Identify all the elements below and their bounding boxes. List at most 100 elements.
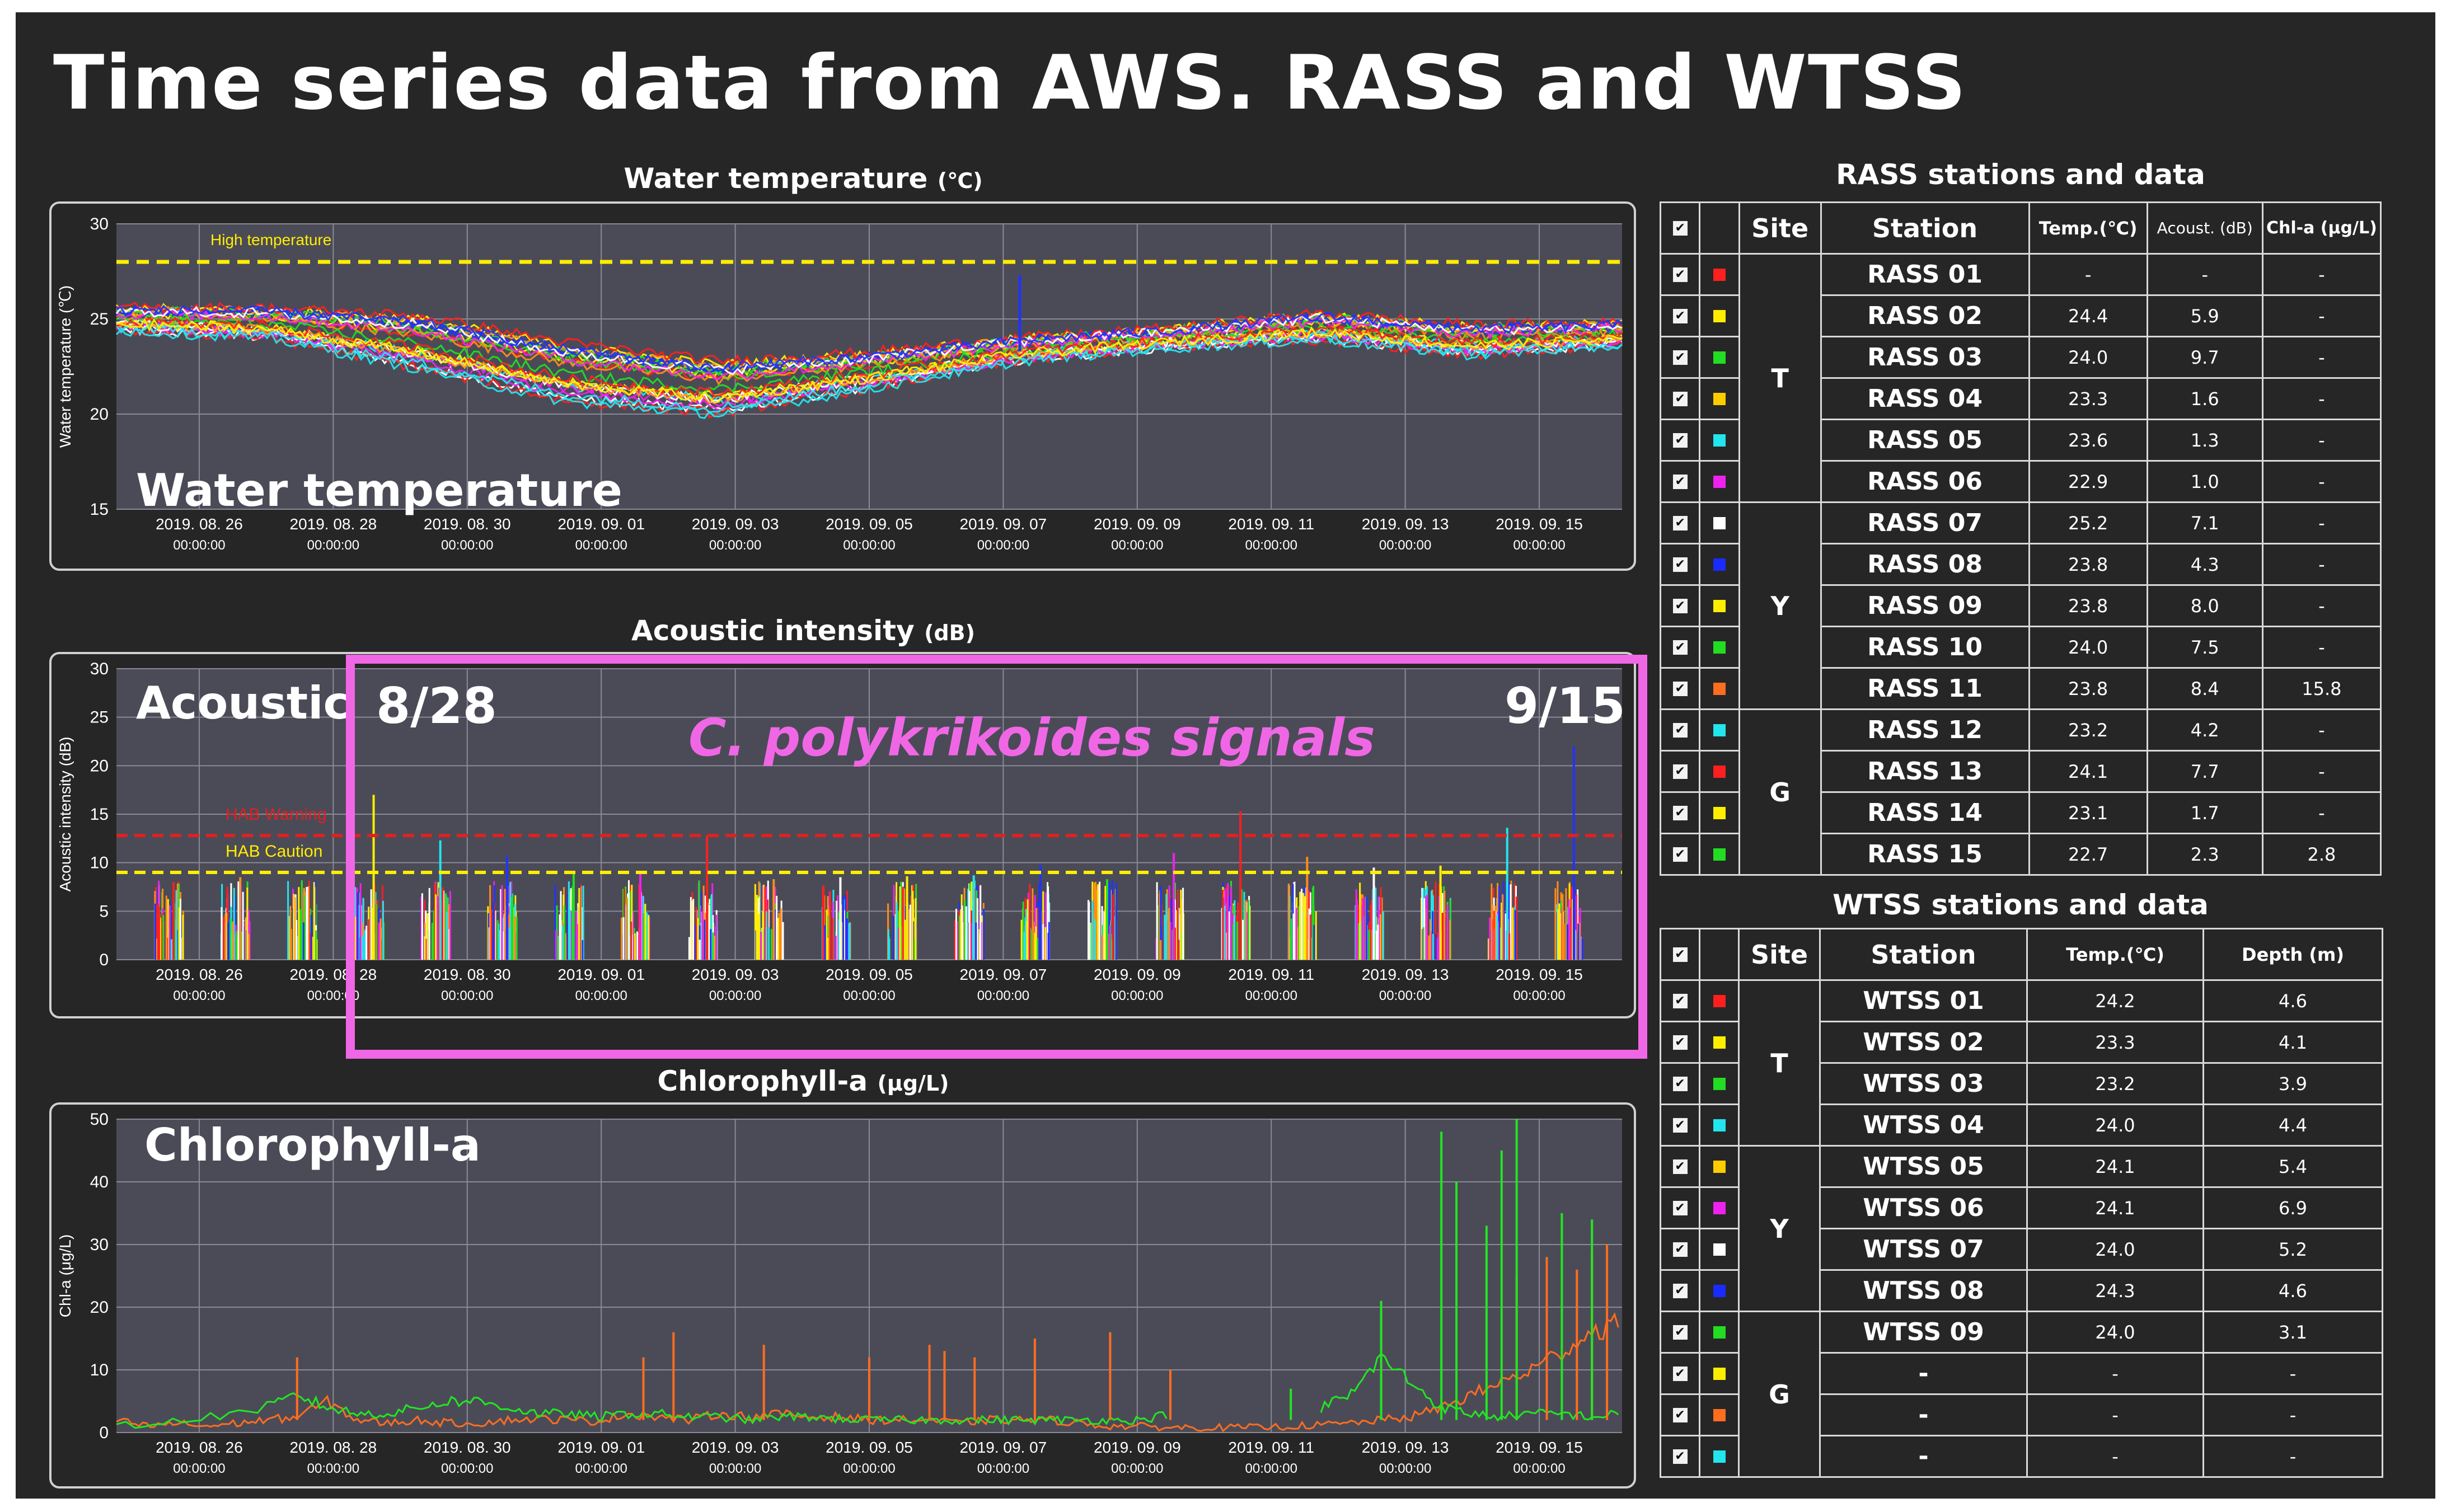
wtss-color-swatch xyxy=(1699,1435,1740,1478)
water-x-date-label: 2019. 09. 01 xyxy=(557,515,645,533)
water-temperature-chart: 2019. 08. 26 00:00:00 2019. 08. 28 00:00:00… xyxy=(49,201,1636,571)
rass-row-checkbox[interactable]: ✔ xyxy=(1659,253,1701,296)
chl-x-time-label: 00:00:00 xyxy=(307,1461,359,1476)
rass-station-cell: RASS 14 xyxy=(1820,791,2030,834)
acoustic-y-tick-label: 5 xyxy=(99,902,109,921)
wtss-row-checkbox[interactable]: ✔ xyxy=(1660,1352,1700,1395)
rass-row-checkbox[interactable]: ✔ xyxy=(1659,336,1701,379)
water-x-time-label: 00:00:00 xyxy=(709,538,761,553)
acoustic-title-unit: (dB) xyxy=(924,621,975,645)
acoustic-x-date-label: 2019. 09. 15 xyxy=(1496,966,1583,983)
wtss-station-cell: WTSS 05 xyxy=(1819,1145,2028,1188)
rass-row-checkbox[interactable]: ✔ xyxy=(1659,419,1701,462)
acoustic-intensity-svg: 2019. 08. 26 00:00:00 2019. 08. 28 00:00:00… xyxy=(49,652,1636,1018)
rass-row-checkbox[interactable]: ✔ xyxy=(1659,791,1701,834)
rass-acoust-cell: 1.3 xyxy=(2146,419,2263,462)
rass-row-checkbox[interactable]: ✔ xyxy=(1659,833,1701,876)
chl-x-date-label: 2019. 09. 07 xyxy=(960,1439,1047,1456)
rass-color-swatch xyxy=(1699,667,1740,710)
rass-chl-cell: - xyxy=(2261,336,2382,379)
wtss-row-checkbox[interactable]: ✔ xyxy=(1660,1269,1700,1312)
wtss-color-swatch xyxy=(1699,1311,1740,1354)
wtss-depth-cell: 5.4 xyxy=(2202,1145,2383,1188)
rass-row-checkbox[interactable]: ✔ xyxy=(1659,377,1701,420)
wtss-row-checkbox[interactable]: ✔ xyxy=(1660,1104,1700,1147)
chl-x-time-label: 00:00:00 xyxy=(1513,1461,1565,1476)
chl-x-date-label: 2019. 09. 03 xyxy=(692,1439,779,1456)
chl-title-unit: (μg/L) xyxy=(877,1071,949,1096)
wtss-row-checkbox[interactable]: ✔ xyxy=(1660,1145,1700,1188)
wtss-row-checkbox[interactable]: ✔ xyxy=(1660,1311,1700,1354)
wtss-select-all-checkbox[interactable]: ✔ xyxy=(1660,928,1700,981)
rass-row-checkbox[interactable]: ✔ xyxy=(1659,460,1701,503)
rass-color-swatch xyxy=(1699,460,1740,503)
rass-select-all-checkbox[interactable]: ✔ xyxy=(1659,201,1701,255)
wtss-temp-cell: 24.3 xyxy=(2026,1269,2204,1312)
wtss-temp-cell: - xyxy=(2026,1435,2204,1478)
rass-acoust-cell: 8.4 xyxy=(2146,667,2263,710)
wtss-temp-cell: 24.1 xyxy=(2026,1186,2204,1229)
rass-site-cell: G xyxy=(1738,708,1822,876)
rass-station-cell: RASS 04 xyxy=(1820,377,2030,420)
chl-x-time-label: 00:00:00 xyxy=(575,1461,627,1476)
wtss-color-swatch xyxy=(1699,1145,1740,1188)
wtss-depth-cell: 4.6 xyxy=(2202,1269,2383,1312)
rass-temp-cell: 24.0 xyxy=(2028,626,2148,669)
hab-caution-label: HAB Caution xyxy=(226,842,322,861)
wtss-row-checkbox[interactable]: ✔ xyxy=(1660,1393,1700,1436)
rass-chl-cell: - xyxy=(2261,294,2382,337)
wtss-temp-cell: 23.2 xyxy=(2026,1062,2204,1105)
rass-row-checkbox[interactable]: ✔ xyxy=(1659,667,1701,710)
wtss-temp-cell: 23.3 xyxy=(2026,1021,2204,1064)
rass-row-checkbox[interactable]: ✔ xyxy=(1659,294,1701,337)
wtss-station-cell: WTSS 02 xyxy=(1819,1021,2028,1064)
water-panel-title: Water temperature (℃) xyxy=(48,162,1559,195)
rass-temp-cell: 23.2 xyxy=(2028,708,2148,752)
rass-table-title: RASS stations and data xyxy=(1836,158,2205,191)
wtss-table-row: ✔ T WTSS 01 24.2 4.6 xyxy=(1660,979,2383,1147)
chl-y-tick-label: 0 xyxy=(99,1424,109,1442)
acoustic-x-date-label: 2019. 08. 28 xyxy=(290,966,377,983)
chl-x-date-label: 2019. 09. 13 xyxy=(1362,1439,1449,1456)
rass-color-swatch xyxy=(1699,419,1740,462)
rass-temp-header: Temp.(℃) xyxy=(2028,201,2148,255)
rass-row-checkbox[interactable]: ✔ xyxy=(1659,543,1701,586)
rass-temp-cell: 23.8 xyxy=(2028,667,2148,710)
rass-color-swatch xyxy=(1699,377,1740,420)
species-signal-label: C. polykrikoides signals xyxy=(688,708,1375,768)
rass-row-checkbox[interactable]: ✔ xyxy=(1659,708,1701,752)
water-temperature-series-line xyxy=(116,318,1623,404)
acoustic-x-date-label: 2019. 09. 13 xyxy=(1362,966,1449,983)
water-x-time-label: 00:00:00 xyxy=(1245,538,1297,553)
rass-station-cell: RASS 02 xyxy=(1820,294,2030,337)
water-x-time-label: 00:00:00 xyxy=(977,538,1029,553)
acoustic-y-axis-label: Acoustic intensity (dB) xyxy=(57,737,74,892)
wtss-depth-cell: 4.4 xyxy=(2202,1104,2383,1147)
rass-station-cell: RASS 12 xyxy=(1820,708,2030,752)
rass-color-swatch xyxy=(1699,833,1740,876)
rass-chl-cell: - xyxy=(2261,501,2382,544)
wtss-row-checkbox[interactable]: ✔ xyxy=(1660,1228,1700,1271)
water-x-time-label: 00:00:00 xyxy=(1111,538,1163,553)
rass-temp-cell: 24.0 xyxy=(2028,336,2148,379)
rass-station-cell: RASS 09 xyxy=(1820,584,2030,627)
rass-table-row: ✔ RASS 10 24.0 7.5- xyxy=(1659,626,2382,669)
rass-station-cell: RASS 03 xyxy=(1820,336,2030,379)
wtss-table-row: ✔ WTSS 08 24.3 4.6 xyxy=(1660,1269,2383,1312)
wtss-row-checkbox[interactable]: ✔ xyxy=(1660,979,1700,1022)
wtss-row-checkbox[interactable]: ✔ xyxy=(1660,1062,1700,1105)
wtss-station-cell: WTSS 07 xyxy=(1819,1228,2028,1271)
wtss-row-checkbox[interactable]: ✔ xyxy=(1660,1021,1700,1064)
chl-overlay-label: Chlorophyll-a xyxy=(144,1119,481,1171)
acoustic-y-tick-label: 0 xyxy=(99,951,109,969)
wtss-row-checkbox[interactable]: ✔ xyxy=(1660,1435,1700,1478)
water-x-time-label: 00:00:00 xyxy=(1513,538,1565,553)
rass-temp-cell: 23.6 xyxy=(2028,419,2148,462)
rass-row-checkbox[interactable]: ✔ xyxy=(1659,626,1701,669)
rass-table-row: ✔ G RASS 12 23.2 4.2- xyxy=(1659,708,2382,876)
acoustic-x-time-label: 00:00:00 xyxy=(977,988,1029,1003)
rass-row-checkbox[interactable]: ✔ xyxy=(1659,501,1701,544)
wtss-row-checkbox[interactable]: ✔ xyxy=(1660,1186,1700,1229)
rass-row-checkbox[interactable]: ✔ xyxy=(1659,750,1701,793)
rass-row-checkbox[interactable]: ✔ xyxy=(1659,584,1701,627)
